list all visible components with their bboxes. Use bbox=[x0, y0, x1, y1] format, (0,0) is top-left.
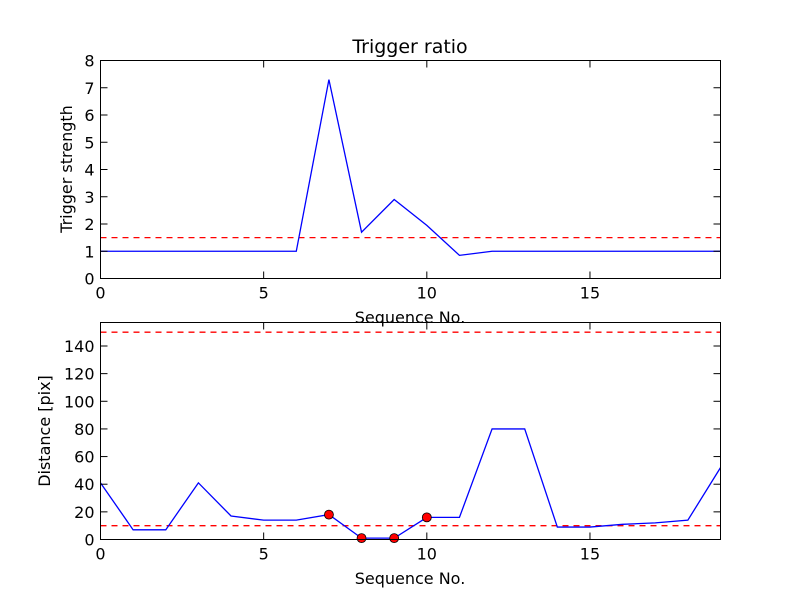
y-tick-label: 5 bbox=[84, 133, 94, 152]
trigger-ratio-panel: Trigger ratio 0 5 10 15 0 1 2 3 4 5 6 7 8 Sequence N… bbox=[57, 36, 721, 327]
data-point-marker bbox=[389, 533, 400, 544]
y-tick-label: 3 bbox=[84, 188, 94, 207]
y-tick-label: 0 bbox=[84, 531, 94, 550]
x-tick-label: 10 bbox=[417, 284, 437, 303]
y-tick-label: 100 bbox=[64, 392, 95, 411]
y-axis-label: Trigger strength bbox=[57, 105, 76, 234]
y-tick-label: 2 bbox=[84, 215, 94, 234]
distance-panel: 0 5 10 15 0 20 40 60 80 100 120 140 Sequence No. Di… bbox=[35, 322, 722, 588]
plot-content bbox=[100, 79, 721, 257]
axis-ticks: 0 5 10 15 0 1 2 3 4 5 6 7 8 bbox=[84, 52, 721, 303]
plot-content bbox=[99, 331, 722, 544]
x-tick-label: 0 bbox=[95, 284, 105, 303]
x-tick-label: 5 bbox=[259, 545, 269, 564]
x-tick-label: 5 bbox=[259, 284, 269, 303]
y-axis-label: Distance [pix] bbox=[35, 375, 54, 487]
y-tick-label: 40 bbox=[74, 475, 94, 494]
y-tick-label: 4 bbox=[84, 161, 94, 180]
data-point-marker bbox=[421, 512, 432, 523]
y-tick-label: 140 bbox=[64, 337, 95, 356]
x-tick-label: 15 bbox=[580, 545, 600, 564]
series-line bbox=[100, 79, 721, 257]
y-tick-label: 8 bbox=[84, 52, 94, 71]
x-tick-label: 10 bbox=[417, 545, 437, 564]
plot-frame bbox=[100, 60, 721, 279]
y-tick-label: 6 bbox=[84, 106, 94, 125]
series-line bbox=[99, 428, 722, 539]
y-tick-label: 1 bbox=[84, 242, 94, 261]
chart-title: Trigger ratio bbox=[351, 36, 467, 58]
y-tick-label: 120 bbox=[64, 365, 95, 384]
x-axis-label: Sequence No. bbox=[355, 569, 466, 588]
data-point-marker bbox=[356, 533, 367, 544]
data-point-marker bbox=[324, 509, 334, 520]
y-tick-label: 60 bbox=[74, 448, 94, 467]
y-tick-label: 80 bbox=[74, 420, 94, 439]
axis-ticks: 0 5 10 15 0 20 40 60 80 100 120 140 bbox=[64, 322, 721, 564]
x-tick-label: 0 bbox=[95, 545, 105, 564]
x-tick-label: 15 bbox=[580, 284, 600, 303]
y-tick-label: 0 bbox=[84, 270, 94, 289]
y-tick-label: 7 bbox=[84, 79, 94, 98]
plot-frame bbox=[100, 322, 721, 540]
x-axis-label: Sequence No. bbox=[355, 308, 466, 327]
y-tick-label: 20 bbox=[74, 503, 94, 522]
